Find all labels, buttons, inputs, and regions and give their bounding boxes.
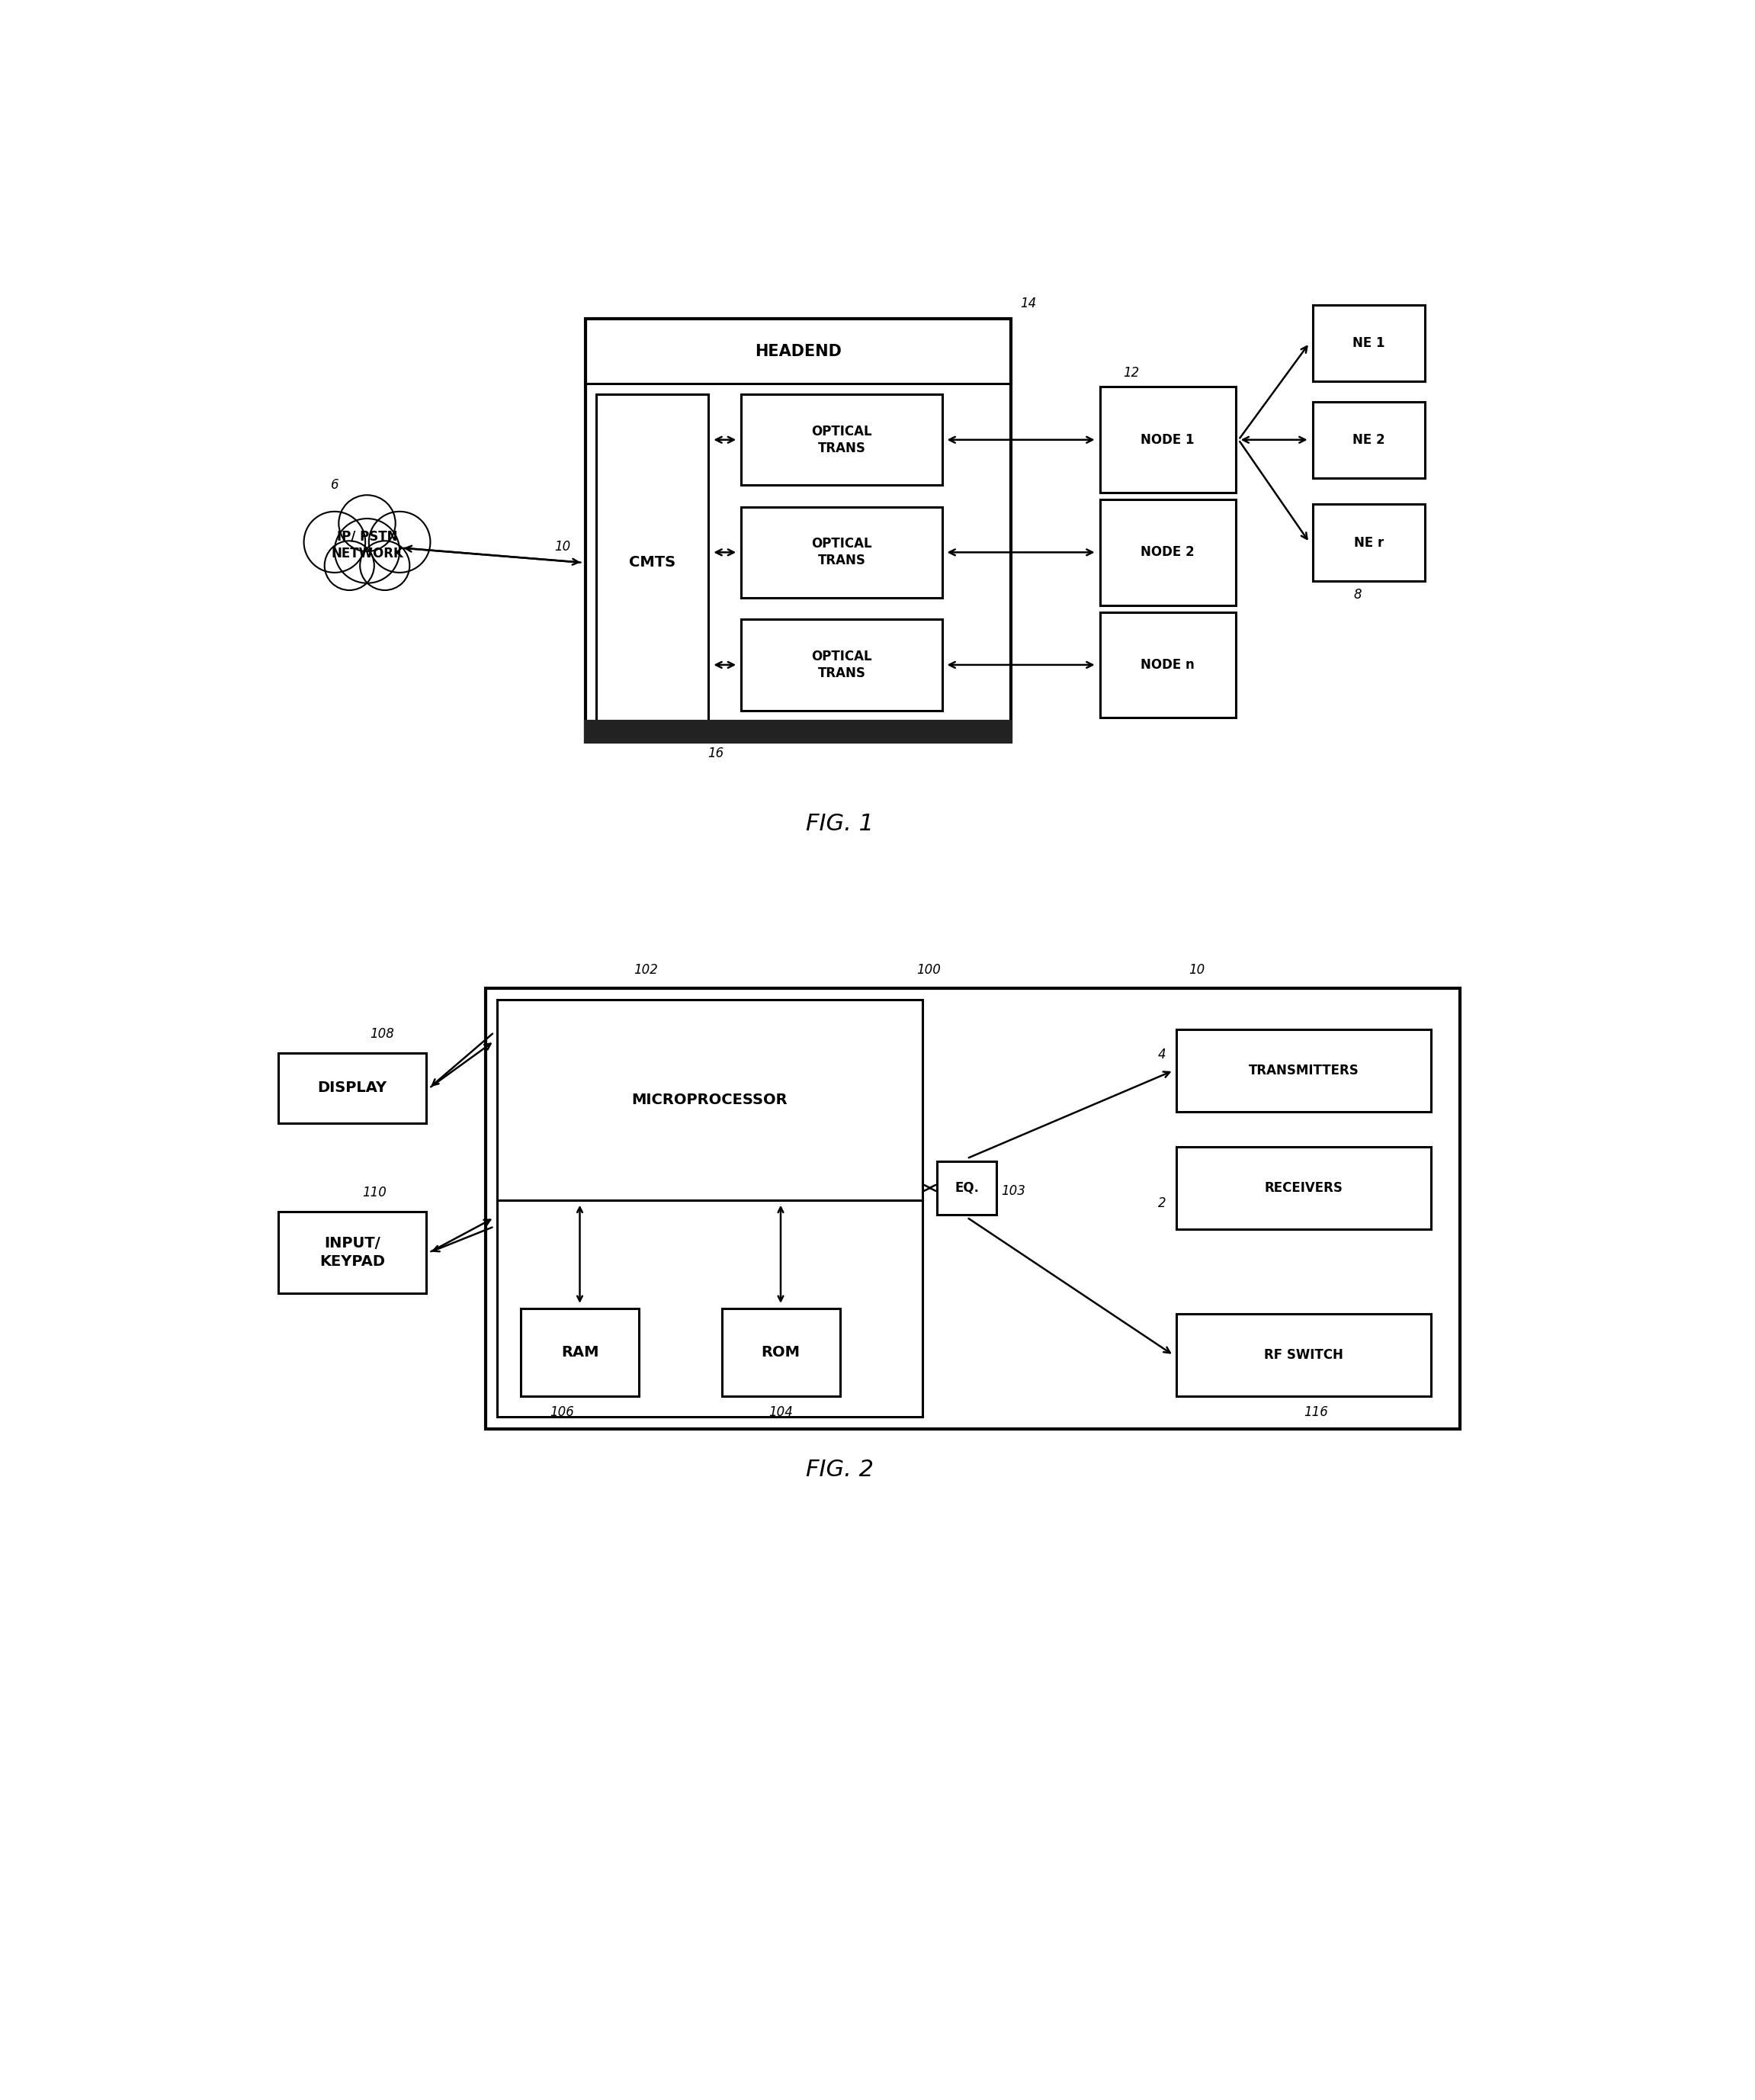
Bar bbox=[1100, 386, 1236, 494]
Text: HEADEND: HEADEND bbox=[755, 344, 842, 359]
Text: RECEIVERS: RECEIVERS bbox=[1264, 1180, 1343, 1195]
Text: MICROPROCESSOR: MICROPROCESSOR bbox=[632, 1092, 788, 1107]
Text: 4: 4 bbox=[1158, 1048, 1165, 1063]
Text: NE 1: NE 1 bbox=[1353, 336, 1385, 351]
Text: DISPLAY: DISPLAY bbox=[318, 1082, 388, 1096]
Text: 10: 10 bbox=[1188, 962, 1206, 977]
Text: 16: 16 bbox=[707, 746, 723, 760]
Text: RAM: RAM bbox=[562, 1346, 598, 1359]
Bar bbox=[586, 319, 1011, 741]
Bar bbox=[1313, 304, 1425, 380]
Text: OPTICAL
TRANS: OPTICAL TRANS bbox=[811, 649, 872, 680]
Text: OPTICAL
TRANS: OPTICAL TRANS bbox=[811, 424, 872, 456]
Text: 12: 12 bbox=[1123, 365, 1139, 380]
Bar bbox=[484, 989, 1460, 1428]
Text: NE r: NE r bbox=[1353, 536, 1383, 550]
Text: RF SWITCH: RF SWITCH bbox=[1264, 1348, 1343, 1363]
Bar bbox=[1176, 1315, 1430, 1397]
Text: OPTICAL
TRANS: OPTICAL TRANS bbox=[811, 538, 872, 567]
Bar bbox=[279, 1212, 426, 1294]
Text: 110: 110 bbox=[362, 1186, 386, 1199]
Text: NE 2: NE 2 bbox=[1353, 433, 1385, 447]
Bar bbox=[279, 1052, 426, 1124]
Text: 14: 14 bbox=[1020, 296, 1035, 311]
Bar bbox=[1313, 504, 1425, 582]
Bar bbox=[1176, 1147, 1430, 1228]
Text: 2: 2 bbox=[1158, 1197, 1165, 1210]
Bar bbox=[741, 506, 942, 598]
Text: 103: 103 bbox=[1000, 1184, 1025, 1197]
Text: IP/ PSTN
NETWORK: IP/ PSTN NETWORK bbox=[332, 529, 404, 561]
Text: 108: 108 bbox=[370, 1027, 395, 1042]
Text: INPUT/
KEYPAD: INPUT/ KEYPAD bbox=[319, 1237, 384, 1268]
Text: 100: 100 bbox=[916, 962, 941, 977]
Text: NODE 1: NODE 1 bbox=[1141, 433, 1195, 447]
Bar bbox=[586, 720, 1011, 741]
Text: TRANSMITTERS: TRANSMITTERS bbox=[1248, 1063, 1358, 1077]
Text: NODE n: NODE n bbox=[1141, 657, 1195, 672]
Text: FIG. 1: FIG. 1 bbox=[806, 813, 874, 836]
Text: 6: 6 bbox=[330, 479, 339, 491]
Text: 8: 8 bbox=[1353, 588, 1362, 601]
Bar bbox=[1100, 500, 1236, 605]
Circle shape bbox=[325, 542, 374, 590]
Bar bbox=[741, 620, 942, 710]
Text: 104: 104 bbox=[769, 1405, 793, 1420]
Bar bbox=[597, 395, 709, 731]
Bar bbox=[497, 1000, 923, 1418]
Text: 106: 106 bbox=[549, 1405, 574, 1420]
Circle shape bbox=[304, 512, 365, 573]
Text: EQ.: EQ. bbox=[955, 1180, 979, 1195]
Text: 116: 116 bbox=[1304, 1405, 1329, 1420]
Bar bbox=[1313, 401, 1425, 479]
Bar bbox=[1100, 611, 1236, 718]
Text: 102: 102 bbox=[634, 962, 658, 977]
Text: 10: 10 bbox=[555, 540, 570, 554]
Bar bbox=[741, 395, 942, 485]
Bar bbox=[521, 1308, 639, 1397]
Circle shape bbox=[339, 496, 395, 552]
Bar bbox=[721, 1308, 839, 1397]
Bar bbox=[1176, 1029, 1430, 1111]
Circle shape bbox=[369, 512, 430, 573]
Text: ROM: ROM bbox=[762, 1346, 800, 1359]
Circle shape bbox=[335, 519, 400, 584]
Text: FIG. 2: FIG. 2 bbox=[806, 1460, 874, 1480]
Bar bbox=[937, 1161, 997, 1214]
Text: CMTS: CMTS bbox=[628, 554, 676, 569]
Text: NODE 2: NODE 2 bbox=[1141, 546, 1195, 559]
Circle shape bbox=[360, 542, 409, 590]
